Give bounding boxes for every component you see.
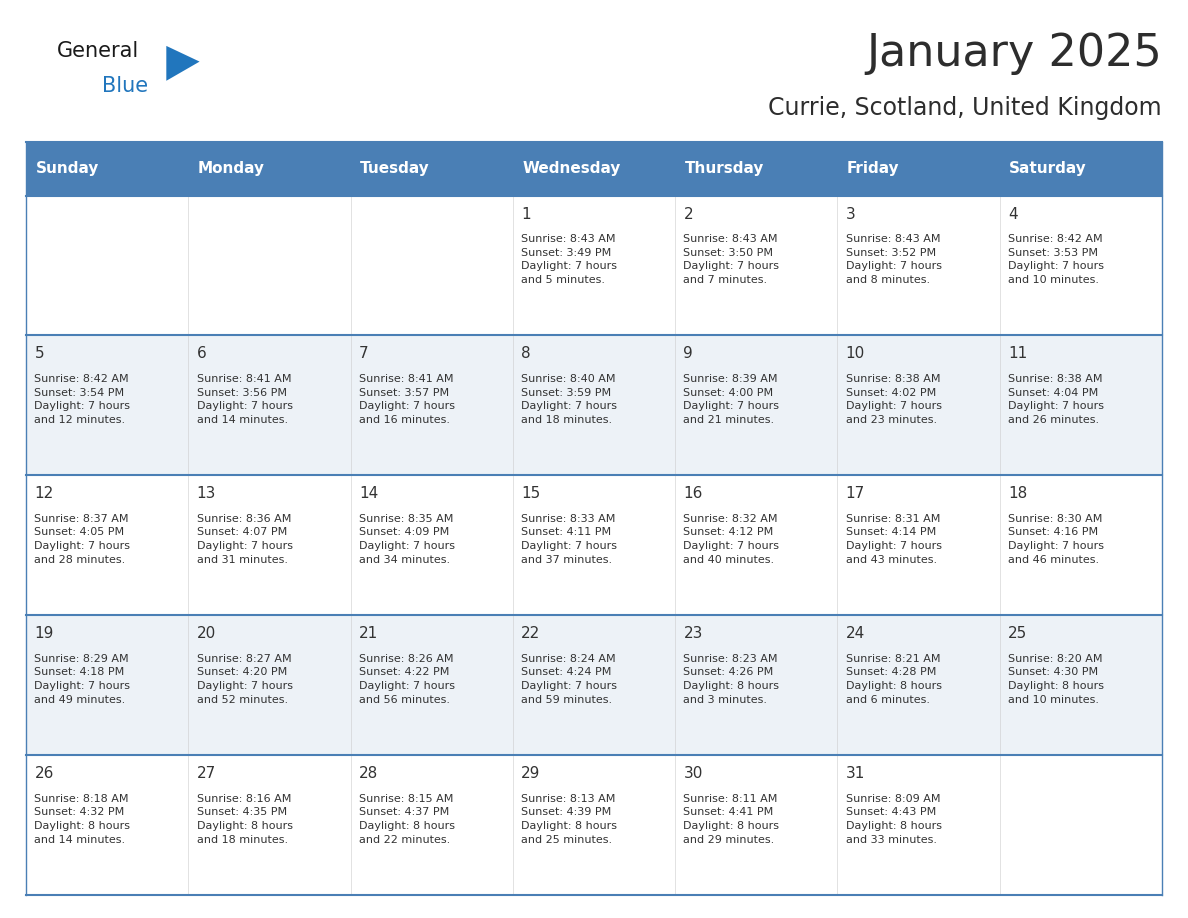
Text: 6: 6 xyxy=(197,346,207,362)
Text: 21: 21 xyxy=(359,626,378,642)
Text: 27: 27 xyxy=(197,767,216,781)
Text: Sunrise: 8:35 AM
Sunset: 4:09 PM
Daylight: 7 hours
and 34 minutes.: Sunrise: 8:35 AM Sunset: 4:09 PM Dayligh… xyxy=(359,514,455,565)
Text: Sunday: Sunday xyxy=(36,162,99,176)
Text: 7: 7 xyxy=(359,346,368,362)
Text: Blue: Blue xyxy=(102,76,148,96)
Text: 12: 12 xyxy=(34,487,53,501)
Text: Sunrise: 8:43 AM
Sunset: 3:52 PM
Daylight: 7 hours
and 8 minutes.: Sunrise: 8:43 AM Sunset: 3:52 PM Dayligh… xyxy=(846,234,942,285)
Text: 11: 11 xyxy=(1007,346,1028,362)
Text: Sunrise: 8:23 AM
Sunset: 4:26 PM
Daylight: 8 hours
and 3 minutes.: Sunrise: 8:23 AM Sunset: 4:26 PM Dayligh… xyxy=(683,654,779,705)
Text: General: General xyxy=(57,41,139,62)
Text: Sunrise: 8:43 AM
Sunset: 3:50 PM
Daylight: 7 hours
and 7 minutes.: Sunrise: 8:43 AM Sunset: 3:50 PM Dayligh… xyxy=(683,234,779,285)
Text: Tuesday: Tuesday xyxy=(360,162,430,176)
Text: Sunrise: 8:42 AM
Sunset: 3:54 PM
Daylight: 7 hours
and 12 minutes.: Sunrise: 8:42 AM Sunset: 3:54 PM Dayligh… xyxy=(34,374,131,425)
Text: Sunrise: 8:11 AM
Sunset: 4:41 PM
Daylight: 8 hours
and 29 minutes.: Sunrise: 8:11 AM Sunset: 4:41 PM Dayligh… xyxy=(683,794,779,845)
Text: 5: 5 xyxy=(34,346,44,362)
Text: Sunrise: 8:26 AM
Sunset: 4:22 PM
Daylight: 7 hours
and 56 minutes.: Sunrise: 8:26 AM Sunset: 4:22 PM Dayligh… xyxy=(359,654,455,705)
Text: Sunrise: 8:41 AM
Sunset: 3:57 PM
Daylight: 7 hours
and 16 minutes.: Sunrise: 8:41 AM Sunset: 3:57 PM Dayligh… xyxy=(359,374,455,425)
Text: Thursday: Thursday xyxy=(684,162,764,176)
Text: Saturday: Saturday xyxy=(1009,162,1087,176)
Text: Currie, Scotland, United Kingdom: Currie, Scotland, United Kingdom xyxy=(769,96,1162,120)
Text: Sunrise: 8:30 AM
Sunset: 4:16 PM
Daylight: 7 hours
and 46 minutes.: Sunrise: 8:30 AM Sunset: 4:16 PM Dayligh… xyxy=(1007,514,1104,565)
Text: Sunrise: 8:42 AM
Sunset: 3:53 PM
Daylight: 7 hours
and 10 minutes.: Sunrise: 8:42 AM Sunset: 3:53 PM Dayligh… xyxy=(1007,234,1104,285)
Text: 25: 25 xyxy=(1007,626,1028,642)
Text: 22: 22 xyxy=(522,626,541,642)
Text: Monday: Monday xyxy=(198,162,265,176)
Text: Friday: Friday xyxy=(847,162,899,176)
Text: Sunrise: 8:29 AM
Sunset: 4:18 PM
Daylight: 7 hours
and 49 minutes.: Sunrise: 8:29 AM Sunset: 4:18 PM Dayligh… xyxy=(34,654,131,705)
Text: Sunrise: 8:27 AM
Sunset: 4:20 PM
Daylight: 7 hours
and 52 minutes.: Sunrise: 8:27 AM Sunset: 4:20 PM Dayligh… xyxy=(197,654,292,705)
Text: Sunrise: 8:24 AM
Sunset: 4:24 PM
Daylight: 7 hours
and 59 minutes.: Sunrise: 8:24 AM Sunset: 4:24 PM Dayligh… xyxy=(522,654,618,705)
Text: 17: 17 xyxy=(846,487,865,501)
Text: 10: 10 xyxy=(846,346,865,362)
Text: 1: 1 xyxy=(522,207,531,221)
Text: 4: 4 xyxy=(1007,207,1018,221)
Text: Sunrise: 8:39 AM
Sunset: 4:00 PM
Daylight: 7 hours
and 21 minutes.: Sunrise: 8:39 AM Sunset: 4:00 PM Dayligh… xyxy=(683,374,779,425)
Text: 8: 8 xyxy=(522,346,531,362)
Text: 31: 31 xyxy=(846,767,865,781)
Text: Sunrise: 8:33 AM
Sunset: 4:11 PM
Daylight: 7 hours
and 37 minutes.: Sunrise: 8:33 AM Sunset: 4:11 PM Dayligh… xyxy=(522,514,618,565)
Text: 23: 23 xyxy=(683,626,703,642)
Text: January 2025: January 2025 xyxy=(866,32,1162,75)
Text: Sunrise: 8:09 AM
Sunset: 4:43 PM
Daylight: 8 hours
and 33 minutes.: Sunrise: 8:09 AM Sunset: 4:43 PM Dayligh… xyxy=(846,794,942,845)
Text: Sunrise: 8:13 AM
Sunset: 4:39 PM
Daylight: 8 hours
and 25 minutes.: Sunrise: 8:13 AM Sunset: 4:39 PM Dayligh… xyxy=(522,794,618,845)
Text: 14: 14 xyxy=(359,487,378,501)
Text: 28: 28 xyxy=(359,767,378,781)
Text: Sunrise: 8:41 AM
Sunset: 3:56 PM
Daylight: 7 hours
and 14 minutes.: Sunrise: 8:41 AM Sunset: 3:56 PM Dayligh… xyxy=(197,374,292,425)
Text: Sunrise: 8:32 AM
Sunset: 4:12 PM
Daylight: 7 hours
and 40 minutes.: Sunrise: 8:32 AM Sunset: 4:12 PM Dayligh… xyxy=(683,514,779,565)
Text: 16: 16 xyxy=(683,487,703,501)
Text: Sunrise: 8:37 AM
Sunset: 4:05 PM
Daylight: 7 hours
and 28 minutes.: Sunrise: 8:37 AM Sunset: 4:05 PM Dayligh… xyxy=(34,514,131,565)
Text: 13: 13 xyxy=(197,487,216,501)
Text: 29: 29 xyxy=(522,767,541,781)
Text: Sunrise: 8:16 AM
Sunset: 4:35 PM
Daylight: 8 hours
and 18 minutes.: Sunrise: 8:16 AM Sunset: 4:35 PM Dayligh… xyxy=(197,794,292,845)
Text: Sunrise: 8:31 AM
Sunset: 4:14 PM
Daylight: 7 hours
and 43 minutes.: Sunrise: 8:31 AM Sunset: 4:14 PM Dayligh… xyxy=(846,514,942,565)
Text: Wednesday: Wednesday xyxy=(523,162,621,176)
Text: Sunrise: 8:43 AM
Sunset: 3:49 PM
Daylight: 7 hours
and 5 minutes.: Sunrise: 8:43 AM Sunset: 3:49 PM Dayligh… xyxy=(522,234,618,285)
Text: Sunrise: 8:18 AM
Sunset: 4:32 PM
Daylight: 8 hours
and 14 minutes.: Sunrise: 8:18 AM Sunset: 4:32 PM Dayligh… xyxy=(34,794,131,845)
Text: 30: 30 xyxy=(683,767,703,781)
Text: 3: 3 xyxy=(846,207,855,221)
Text: Sunrise: 8:36 AM
Sunset: 4:07 PM
Daylight: 7 hours
and 31 minutes.: Sunrise: 8:36 AM Sunset: 4:07 PM Dayligh… xyxy=(197,514,292,565)
Text: Sunrise: 8:40 AM
Sunset: 3:59 PM
Daylight: 7 hours
and 18 minutes.: Sunrise: 8:40 AM Sunset: 3:59 PM Dayligh… xyxy=(522,374,618,425)
Text: 24: 24 xyxy=(846,626,865,642)
Text: 18: 18 xyxy=(1007,487,1028,501)
Text: Sunrise: 8:15 AM
Sunset: 4:37 PM
Daylight: 8 hours
and 22 minutes.: Sunrise: 8:15 AM Sunset: 4:37 PM Dayligh… xyxy=(359,794,455,845)
Text: Sunrise: 8:38 AM
Sunset: 4:04 PM
Daylight: 7 hours
and 26 minutes.: Sunrise: 8:38 AM Sunset: 4:04 PM Dayligh… xyxy=(1007,374,1104,425)
Text: 2: 2 xyxy=(683,207,693,221)
Text: 19: 19 xyxy=(34,626,53,642)
Text: 15: 15 xyxy=(522,487,541,501)
Text: Sunrise: 8:20 AM
Sunset: 4:30 PM
Daylight: 8 hours
and 10 minutes.: Sunrise: 8:20 AM Sunset: 4:30 PM Dayligh… xyxy=(1007,654,1104,705)
Text: 20: 20 xyxy=(197,626,216,642)
Text: Sunrise: 8:38 AM
Sunset: 4:02 PM
Daylight: 7 hours
and 23 minutes.: Sunrise: 8:38 AM Sunset: 4:02 PM Dayligh… xyxy=(846,374,942,425)
Text: 9: 9 xyxy=(683,346,693,362)
Text: Sunrise: 8:21 AM
Sunset: 4:28 PM
Daylight: 8 hours
and 6 minutes.: Sunrise: 8:21 AM Sunset: 4:28 PM Dayligh… xyxy=(846,654,942,705)
Text: 26: 26 xyxy=(34,767,53,781)
